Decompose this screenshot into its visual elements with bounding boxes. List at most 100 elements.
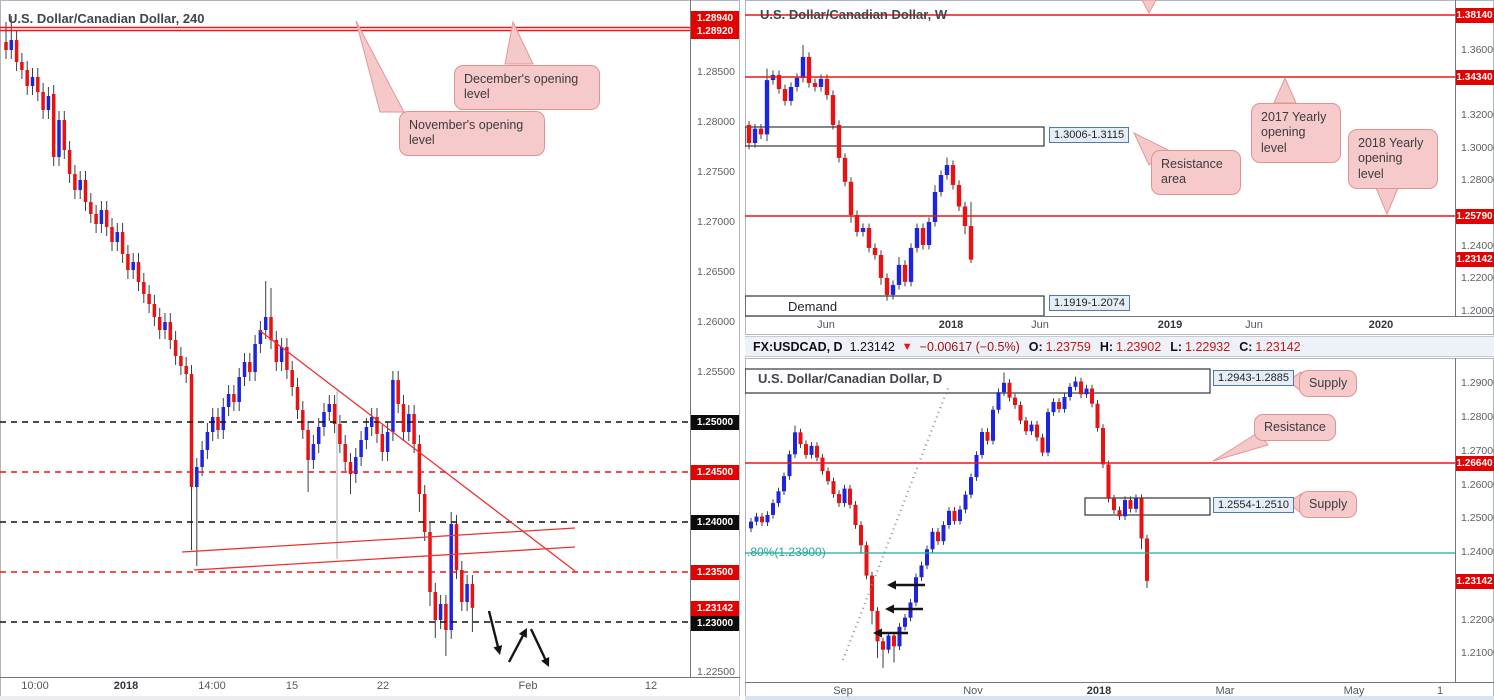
weekly-time-label-2018: 2018	[938, 319, 964, 331]
callout-2018-yearly-opening-level[interactable]: 2018 Yearly opening level	[1348, 129, 1438, 189]
last-price: 1.23142	[849, 339, 895, 354]
h4-price-tick: 1.27500	[697, 166, 735, 178]
daily-price-tick: 1.22000	[1461, 614, 1494, 626]
demand-area-label: Demand	[788, 299, 838, 314]
h4-price-label-1.28940: 1.28940	[691, 10, 739, 26]
daily-price-tick: 1.24000	[1461, 546, 1494, 558]
open-value: 1.23759	[1045, 339, 1091, 354]
h4-price-tick: 1.26000	[697, 316, 735, 328]
h4-price-tick: 1.22500	[697, 666, 735, 678]
weekly-price-tick: 1.36000	[1461, 44, 1494, 56]
close-label: C:	[1239, 339, 1253, 354]
close-value: 1.23142	[1255, 339, 1301, 354]
h4-price-tick: 1.25500	[697, 366, 735, 378]
callout-resistance-daily[interactable]: Resistance	[1254, 414, 1336, 442]
weekly-chart-title: U.S. Dollar/Canadian Dollar, W	[760, 7, 948, 22]
high-label: H:	[1099, 339, 1114, 354]
daily-candles	[749, 372, 1149, 668]
symbol-info-bar: FX:USDCAD, D 1.23142 ▼ −0.00617 (−0.5%) …	[745, 336, 1494, 357]
high-value: 1.23902	[1116, 339, 1162, 354]
weekly-price-label-1.34340: 1.34340	[1455, 69, 1494, 85]
h4-time-label-14:00: 14:00	[198, 680, 226, 692]
h4-price-tick: 1.27000	[697, 216, 735, 228]
h4-price-label-1.23000: 1.23000	[691, 615, 739, 631]
weekly-price-tick: 1.30000	[1461, 142, 1494, 154]
weekly-chart-canvas[interactable]	[744, 0, 1455, 317]
callout-november-opening-level[interactable]: November's opening level	[399, 111, 545, 156]
bottom-strip-right	[745, 696, 1494, 700]
daily-price-tick: 1.25000	[1461, 512, 1494, 524]
h4-price-label-1.24000: 1.24000	[691, 514, 739, 530]
h4-candles	[4, 16, 475, 656]
h4-price-label-1.23500: 1.23500	[691, 564, 739, 580]
down-arrow-icon: ▼	[901, 340, 913, 353]
weekly-price-label-1.38140: 1.38140	[1455, 7, 1494, 23]
weekly-time-label-Jun: Jun	[1031, 319, 1049, 331]
weekly-time-axis-line[interactable]	[745, 316, 1494, 317]
fib-level-label: .80%(1.23900)	[747, 545, 826, 559]
bottom-strip-left	[0, 696, 740, 700]
weekly-price-tick: 1.20000	[1461, 305, 1494, 317]
weekly-time-label-2020: 2020	[1368, 319, 1394, 331]
weekly-candles	[746, 45, 974, 301]
h4-time-label-10:00: 10:00	[21, 680, 49, 692]
weekly-price-label-1.25790: 1.25790	[1455, 208, 1494, 224]
weekly-time-label-Jun: Jun	[817, 319, 835, 331]
weekly-price-tick: 1.32000	[1461, 109, 1494, 121]
weekly-price-label-1.23142: 1.23142	[1455, 251, 1494, 267]
weekly-price-tick: 1.22000	[1461, 272, 1494, 284]
daily-time-axis-line[interactable]	[745, 682, 1494, 683]
daily-chart-canvas[interactable]	[744, 358, 1455, 682]
open-label: O:	[1028, 339, 1043, 354]
weekly-time-label-Jun: Jun	[1245, 319, 1263, 331]
daily-price-axis-line[interactable]	[1455, 358, 1456, 682]
h4-time-label-2018: 2018	[113, 680, 139, 692]
daily-price-label-1.26640: 1.26640	[1455, 455, 1494, 471]
panel-gutter	[740, 0, 745, 700]
h4-price-axis-line[interactable]	[690, 0, 691, 677]
daily-time-label-Sep: Sep	[833, 685, 853, 697]
price-change: −0.00617 (−0.5%)	[919, 339, 1020, 354]
h4-time-axis-line[interactable]	[0, 677, 740, 678]
daily-time-label-Nov: Nov	[963, 685, 983, 697]
daily-price-label-1.23142: 1.23142	[1455, 573, 1494, 589]
h4-price-tick: 1.26500	[697, 266, 735, 278]
daily-time-label-2018: 2018	[1086, 685, 1112, 697]
weekly-resistance-range-chip[interactable]: 1.3006-1.3115	[1049, 127, 1130, 143]
low-value: 1.22932	[1185, 339, 1231, 354]
callout-resistance-area[interactable]: Resistance area	[1151, 150, 1241, 195]
symbol-name: FX:USDCAD, D	[753, 339, 843, 354]
callout-supply-upper[interactable]: Supply	[1299, 370, 1358, 398]
daily-price-tick: 1.21000	[1461, 647, 1494, 659]
h4-chart-canvas[interactable]	[0, 0, 740, 677]
daily-time-label-Mar: Mar	[1215, 685, 1235, 697]
callout-supply-lower[interactable]: Supply	[1299, 491, 1358, 519]
weekly-time-label-2019: 2019	[1157, 319, 1183, 331]
weekly-demand-range-chip[interactable]: 1.1919-1.2074	[1049, 295, 1130, 311]
daily-time-label-1: 1	[1436, 685, 1444, 697]
daily-supply-upper-range-chip[interactable]: 1.2943-1.2885	[1213, 370, 1294, 386]
h4-time-label-15: 15	[285, 680, 299, 692]
daily-price-tick: 1.29000	[1461, 377, 1494, 389]
low-label: L:	[1170, 339, 1183, 354]
h4-time-label-22: 22	[376, 680, 390, 692]
callout-2017-yearly-opening-level[interactable]: 2017 Yearly opening level	[1251, 103, 1341, 163]
h4-chart-title: U.S. Dollar/Canadian Dollar, 240	[8, 11, 205, 26]
daily-time-label-May: May	[1343, 685, 1365, 697]
weekly-price-tick: 1.24000	[1461, 240, 1494, 252]
callout-december-opening-level[interactable]: December's opening level	[454, 65, 600, 110]
h4-price-label-1.23142: 1.23142	[691, 600, 739, 616]
h4-price-tick: 1.28000	[697, 116, 735, 128]
weekly-price-tick: 1.28000	[1461, 174, 1494, 186]
h4-time-label-Feb: Feb	[518, 680, 538, 692]
daily-price-tick: 1.27000	[1461, 445, 1494, 457]
h4-price-tick: 1.28500	[697, 66, 735, 78]
daily-chart-title: U.S. Dollar/Canadian Dollar, D	[758, 371, 943, 386]
weekly-price-axis-line[interactable]	[1455, 0, 1456, 316]
daily-supply-lower-range-chip[interactable]: 1.2554-1.2510	[1213, 497, 1294, 513]
h4-price-label-1.28920: 1.28920	[691, 23, 739, 39]
daily-price-tick: 1.26000	[1461, 479, 1494, 491]
h4-time-label-12: 12	[644, 680, 658, 692]
h4-price-label-1.25000: 1.25000	[691, 414, 739, 430]
daily-price-tick: 1.28000	[1461, 411, 1494, 423]
